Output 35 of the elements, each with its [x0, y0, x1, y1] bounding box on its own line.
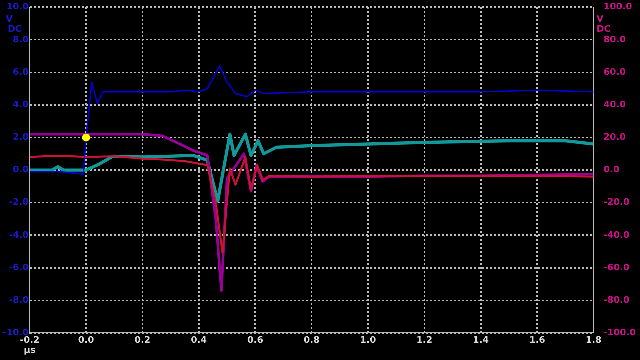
y2-tick-label: -60.0	[604, 263, 630, 274]
x-tick-label: 1.8	[586, 336, 602, 346]
y-tick-label: 8.0	[12, 35, 29, 46]
x-tick-label: 1.6	[529, 336, 546, 346]
y2-tick-label: 60.0	[604, 68, 626, 78]
y2-tick-label: -80.0	[604, 296, 630, 306]
x-tick-label: 0.2	[134, 336, 151, 346]
x-tick-label: 0.8	[304, 336, 320, 346]
y2-tick-label: 40.0	[604, 100, 626, 110]
y-tick-label: 6.0	[12, 68, 29, 78]
y-axis-title: V DC	[6, 15, 22, 36]
x-tick-label: 1.0	[360, 336, 376, 346]
y2-tick-label: -20.0	[604, 198, 630, 208]
x-tick-label: 1.4	[473, 336, 489, 346]
y2-tick-label: 0.0	[604, 166, 620, 176]
y-tick-label: 10.0	[6, 2, 29, 13]
y2-tick-label: 80.0	[604, 35, 626, 46]
y-tick-label: -4.0	[9, 230, 29, 241]
x-tick-label: 0.4	[191, 336, 208, 346]
y-tick-label: 4.0	[12, 100, 29, 110]
y-tick-label: -8.0	[9, 296, 29, 306]
x-tick-label: 1.2	[416, 336, 433, 346]
y-tick-label: -6.0	[9, 263, 29, 274]
x-tick-label: -0.2	[20, 336, 40, 346]
y2-tick-label: 20.0	[604, 133, 626, 144]
y2-axis-title: V DC	[596, 15, 612, 36]
y2-tick-label: -100.0	[604, 328, 636, 339]
x-tick-label: 0.6	[248, 336, 264, 346]
y-tick-label: 0.0	[12, 166, 29, 176]
y2-tick-label: -40.0	[604, 230, 630, 241]
x-axis-title: µs	[24, 346, 36, 356]
y2-tick-label: 100.0	[604, 2, 632, 13]
x-tick-label: 0.0	[78, 336, 94, 346]
y-tick-label: -2.0	[9, 198, 29, 208]
y-tick-label: 2.0	[12, 133, 29, 144]
